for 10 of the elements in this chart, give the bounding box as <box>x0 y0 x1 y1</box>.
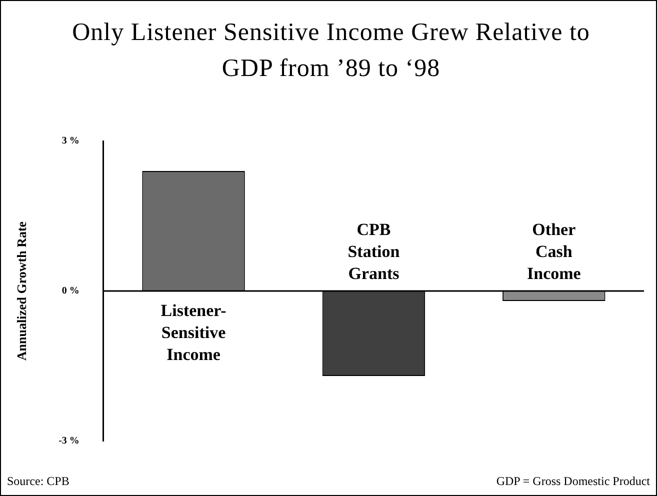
chart-title: Only Listener Sensitive Income Grew Relative to GDP from ’89 to ‘98 <box>71 18 591 84</box>
y-axis-title: Annualized Growth Rate <box>14 221 30 361</box>
x-tick-label: Other Cash Income <box>526 220 582 283</box>
text: GDP = Gross Domestic Product <box>496 474 650 489</box>
y-tick-label: 3 % <box>62 136 80 147</box>
x-tick-label: CPB Station Grants <box>348 220 400 283</box>
y-tick-label: -3 % <box>58 436 80 447</box>
y-tick-label: 0 % <box>62 286 80 297</box>
x-tick-label: Listener-Sensitive Income <box>160 300 227 364</box>
source-note: Source: CPB <box>7 474 70 489</box>
